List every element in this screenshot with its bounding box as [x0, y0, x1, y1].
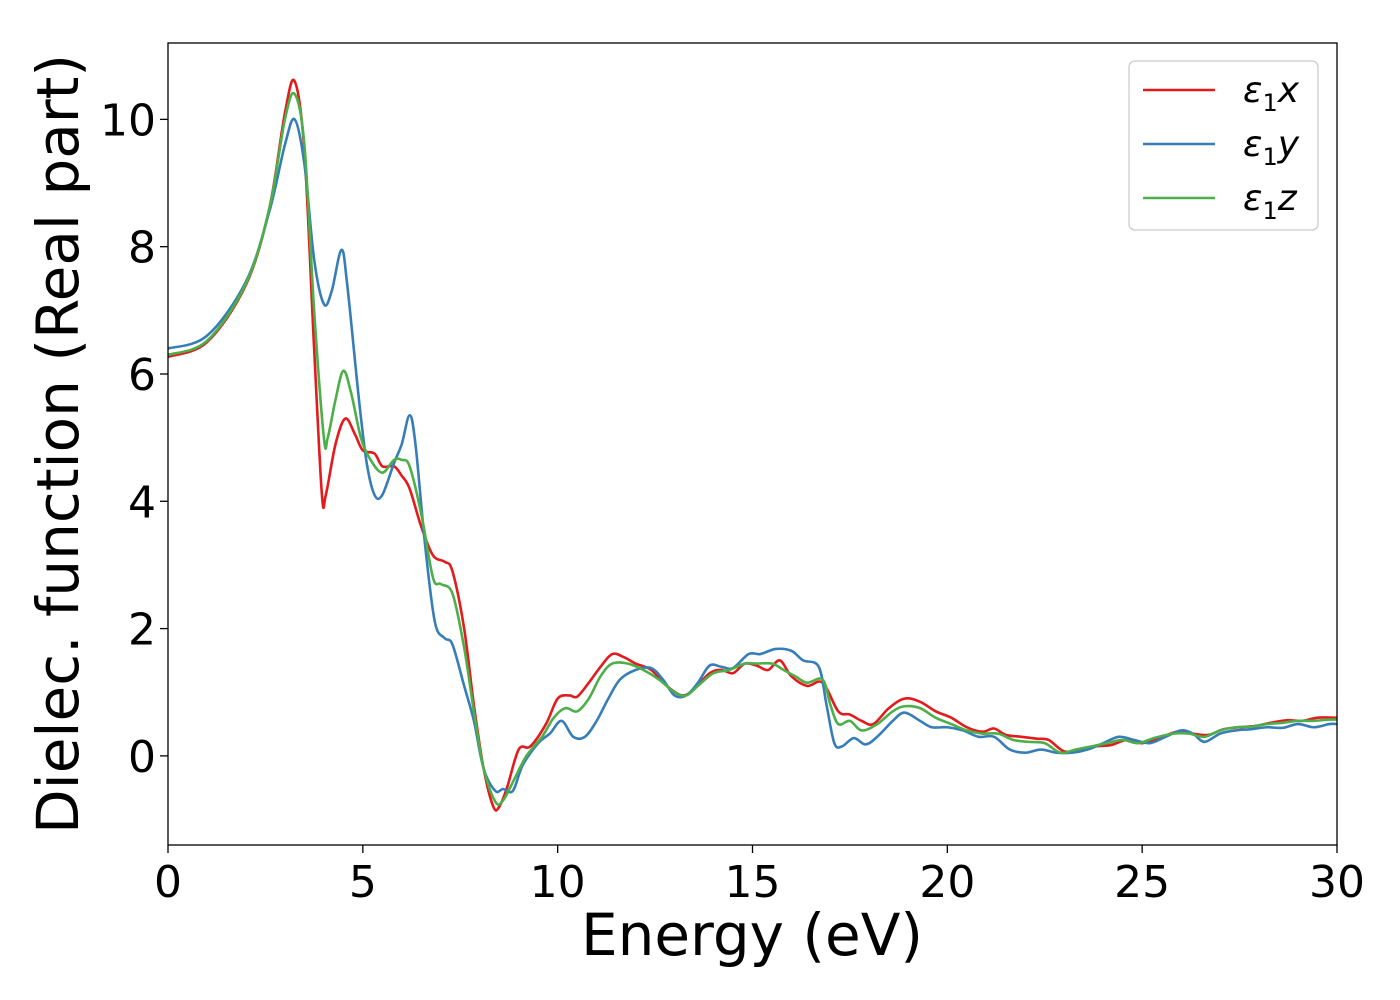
x-tick-label: 15	[725, 857, 781, 908]
legend: ε1x ε1y ε1z	[1128, 60, 1319, 231]
series-line-z	[168, 91, 1337, 806]
legend-label: ε1x	[1243, 70, 1300, 117]
y-tick-label: 2	[128, 605, 156, 656]
y-axis-title: Dielec. function (Real part)	[24, 54, 92, 834]
series-line-y	[168, 117, 1337, 794]
x-tick-label: 20	[919, 857, 975, 908]
legend-label: ε1y	[1243, 124, 1300, 171]
x-axis: 0 5 10 15 20 25 30	[154, 845, 1365, 908]
series-layer	[168, 78, 1337, 812]
legend-label: ε1z	[1243, 178, 1298, 225]
legend-box	[1128, 60, 1319, 231]
x-tick-label: 0	[154, 857, 182, 908]
y-tick-label: 6	[128, 350, 156, 401]
x-tick-label: 30	[1309, 857, 1365, 908]
x-tick-label: 5	[349, 857, 377, 908]
y-tick-label: 4	[128, 477, 156, 528]
y-tick-label: 0	[128, 732, 156, 783]
x-axis-title: Energy (eV)	[581, 901, 923, 969]
y-tick-label: 10	[100, 95, 156, 146]
y-tick-label: 8	[128, 223, 156, 274]
x-tick-label: 10	[530, 857, 586, 908]
y-axis: 0 2 4 6 8 10	[100, 95, 168, 783]
x-tick-label: 25	[1114, 857, 1170, 908]
